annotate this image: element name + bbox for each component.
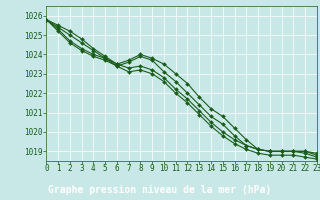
Text: Graphe pression niveau de la mer (hPa): Graphe pression niveau de la mer (hPa): [48, 185, 272, 195]
